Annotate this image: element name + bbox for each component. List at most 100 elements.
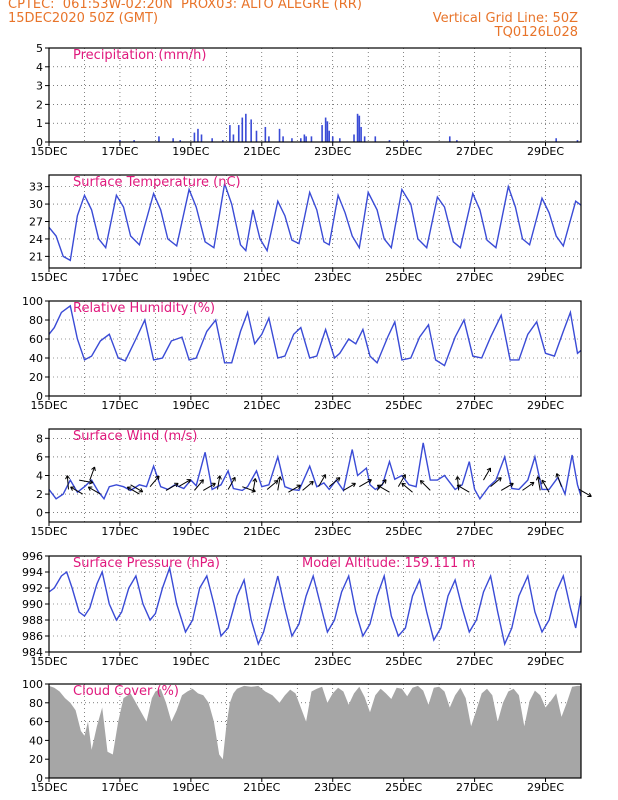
panel-1: 0 1 2 3 4 5 15DEC 17DEC 19DEC 21DEC 23DEC 25DEC 27DE…	[30, 42, 582, 158]
wind-arrow	[65, 475, 71, 490]
x-tick-label: 21DEC	[243, 145, 280, 158]
precip-bar	[305, 136, 307, 142]
x-tick-label: 27DEC	[456, 271, 493, 284]
y-tick-label: 0	[36, 390, 43, 403]
precip-bar	[303, 134, 306, 142]
x-tick-label: 19DEC	[172, 781, 209, 794]
wind-arrow-shaft	[343, 482, 356, 491]
y-tick-label: 994	[22, 566, 43, 579]
wind-arrow-head	[499, 477, 502, 482]
precip-bar	[172, 138, 174, 142]
precip-bar	[193, 132, 196, 142]
y-tick-label: 30	[29, 198, 43, 211]
wind-arrow-head	[455, 476, 458, 481]
header-grid-note: Vertical Grid Line: 50Z	[432, 11, 578, 26]
y-tick-label: 80	[29, 314, 43, 327]
wind-arrow-head	[277, 476, 281, 480]
wind-arrow-head	[338, 477, 341, 482]
wind-arrow-head	[556, 473, 561, 477]
wind-arrow-head	[70, 486, 73, 491]
wind-arrow-head	[175, 483, 179, 488]
wind-arrow-shaft	[537, 476, 541, 491]
precip-bar	[326, 121, 329, 142]
wind-arrow	[419, 479, 431, 491]
wind-arrow-shaft	[89, 466, 96, 481]
x-tick-label: 29DEC	[527, 399, 564, 412]
wind-arrow	[252, 478, 258, 493]
wind-arrow-head	[126, 486, 130, 491]
wind-arrow-head	[376, 484, 380, 489]
x-tick-label: 15DEC	[30, 525, 67, 538]
wind-arrow	[397, 474, 406, 487]
series-line	[48, 565, 582, 647]
y-tick-label: 100	[22, 678, 43, 691]
y-tick-label: 100	[22, 295, 43, 308]
precip-bar	[406, 140, 409, 142]
wind-arrow-head	[89, 479, 94, 483]
precip-bar	[353, 134, 355, 142]
wind-arrow-shaft	[328, 477, 341, 488]
precip-bar	[211, 138, 213, 142]
wind-arrow-shaft	[70, 486, 83, 495]
y-tick-label: 1	[36, 117, 43, 130]
cloud-area	[49, 685, 581, 778]
panel-frame	[48, 683, 582, 779]
panel-title: Surface Wind (m/s)	[73, 429, 197, 444]
panel-annotation: Model Altitude: 159.111 m	[302, 556, 475, 571]
wind-arrow	[87, 486, 101, 495]
precip-bar	[232, 134, 235, 142]
wind-arrow	[288, 484, 301, 493]
wind-arrow-head	[335, 477, 340, 479]
x-tick-label: 27DEC	[456, 525, 493, 538]
y-tick-label: 20	[29, 753, 43, 766]
wind-arrow-shaft	[556, 473, 562, 487]
y-tick-label: 992	[22, 582, 43, 595]
precip-bar	[339, 138, 341, 142]
x-tick-label: 19DEC	[172, 271, 209, 284]
wind-arrow-head	[420, 479, 425, 482]
x-tick-label: 29DEC	[527, 655, 564, 668]
x-tick-label: 21DEC	[243, 399, 280, 412]
precip-bar	[200, 134, 203, 142]
y-tick-label: 6	[36, 451, 43, 464]
wind-arrow-head	[213, 483, 216, 488]
wind-arrow-head	[94, 466, 96, 472]
wind-arrow-head	[279, 476, 283, 481]
wind-arrow-shaft	[165, 482, 179, 491]
y-tick-label: 40	[29, 352, 43, 365]
wind-arrow	[266, 479, 279, 490]
wind-arrow-head	[66, 475, 71, 480]
panel-6: 0 20 40 60 80 100 15DEC 17DEC 19DEC 21DEC 23DEC 25D…	[22, 678, 582, 794]
y-tick-label: 986	[22, 630, 43, 643]
wind-arrow-head	[321, 474, 326, 477]
x-tick-label: 25DEC	[385, 399, 422, 412]
wind-arrow-shaft	[194, 479, 204, 491]
wind-arrow-head	[65, 475, 68, 480]
x-tick-label: 25DEC	[385, 781, 422, 794]
wind-arrow-head	[456, 484, 460, 489]
precip-bar	[119, 140, 121, 142]
precip-bar	[576, 140, 579, 142]
precip-bar	[255, 130, 258, 142]
wind-arrow-head	[254, 478, 258, 483]
wind-arrow-head	[157, 475, 160, 480]
wind-arrow-head	[401, 474, 406, 477]
wind-arrow-head	[401, 482, 406, 485]
precip-bar	[278, 128, 281, 142]
y-tick-label: 21	[29, 250, 43, 263]
precip-bar	[331, 136, 334, 142]
precip-bar	[328, 130, 330, 142]
y-tick-label: 0	[36, 507, 43, 520]
precip-bar	[179, 140, 182, 142]
x-tick-label: 17DEC	[101, 271, 138, 284]
y-tick-label: 984	[22, 646, 43, 659]
precip-bar	[268, 136, 270, 142]
wind-arrow	[328, 477, 341, 488]
wind-arrow-head	[457, 476, 461, 480]
y-tick-label: 0	[36, 136, 43, 149]
wind-arrow-head	[309, 480, 314, 483]
header-code: TQ0126L028	[494, 25, 578, 40]
wind-arrow	[203, 482, 216, 491]
wind-arrow	[277, 476, 283, 491]
wind-arrow-shaft	[127, 486, 140, 495]
